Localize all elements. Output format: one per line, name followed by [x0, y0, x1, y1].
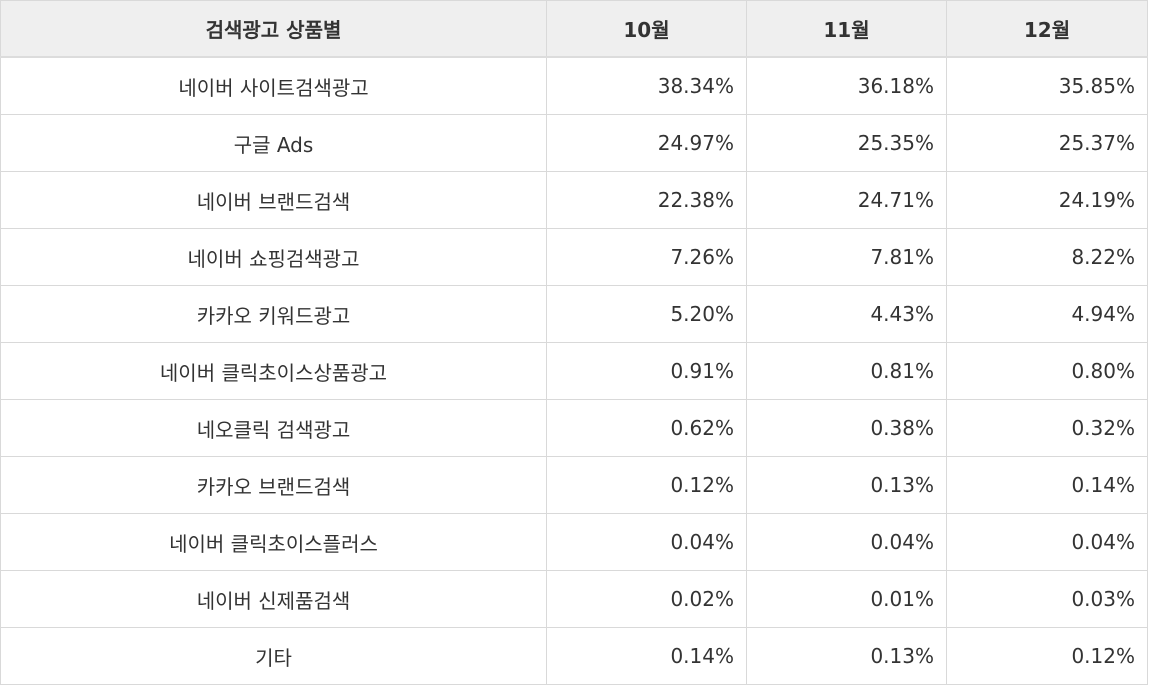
november-value-cell: 0.81%: [746, 342, 947, 400]
table-row: 네이버 브랜드검색 22.38% 24.71% 24.19%: [0, 171, 1148, 229]
product-name-cell: 카카오 브랜드검색: [0, 456, 547, 514]
october-value-cell: 0.14%: [546, 627, 747, 685]
table-header: 검색광고 상품별 10월 11월 12월: [0, 0, 1148, 58]
november-value-cell: 0.01%: [746, 570, 947, 628]
product-name-cell: 네이버 신제품검색: [0, 570, 547, 628]
november-value-cell: 0.13%: [746, 456, 947, 514]
october-value-cell: 38.34%: [546, 56, 747, 115]
product-name-cell: 네이버 사이트검색광고: [0, 56, 547, 115]
december-value-cell: 8.22%: [946, 228, 1148, 286]
december-value-cell: 0.12%: [946, 627, 1148, 685]
december-value-cell: 0.32%: [946, 399, 1148, 457]
december-value-cell: 4.94%: [946, 285, 1148, 343]
product-name-cell: 네오클릭 검색광고: [0, 399, 547, 457]
header-december: 12월: [946, 0, 1148, 58]
product-name-cell: 구글 Ads: [0, 114, 547, 172]
product-name-cell: 네이버 브랜드검색: [0, 171, 547, 229]
product-name-cell: 네이버 클릭초이스플러스: [0, 513, 547, 571]
table-row: 네이버 쇼핑검색광고 7.26% 7.81% 8.22%: [0, 228, 1148, 286]
header-row: 검색광고 상품별 10월 11월 12월: [0, 0, 1148, 58]
november-value-cell: 25.35%: [746, 114, 947, 172]
table-row: 기타 0.14% 0.13% 0.12%: [0, 627, 1148, 685]
header-november: 11월: [746, 0, 947, 58]
product-name-cell: 카카오 키워드광고: [0, 285, 547, 343]
november-value-cell: 0.13%: [746, 627, 947, 685]
product-name-cell: 기타: [0, 627, 547, 685]
october-value-cell: 0.12%: [546, 456, 747, 514]
october-value-cell: 0.91%: [546, 342, 747, 400]
october-value-cell: 24.97%: [546, 114, 747, 172]
november-value-cell: 4.43%: [746, 285, 947, 343]
november-value-cell: 24.71%: [746, 171, 947, 229]
header-product: 검색광고 상품별: [0, 0, 547, 58]
october-value-cell: 0.04%: [546, 513, 747, 571]
november-value-cell: 0.38%: [746, 399, 947, 457]
product-name-cell: 네이버 쇼핑검색광고: [0, 228, 547, 286]
table-body: 네이버 사이트검색광고 38.34% 36.18% 35.85% 구글 Ads …: [0, 56, 1148, 685]
header-october: 10월: [546, 0, 747, 58]
december-value-cell: 24.19%: [946, 171, 1148, 229]
october-value-cell: 7.26%: [546, 228, 747, 286]
november-value-cell: 0.04%: [746, 513, 947, 571]
table-row: 네이버 클릭초이스상품광고 0.91% 0.81% 0.80%: [0, 342, 1148, 400]
table-row: 구글 Ads 24.97% 25.35% 25.37%: [0, 114, 1148, 172]
table-row: 카카오 브랜드검색 0.12% 0.13% 0.14%: [0, 456, 1148, 514]
table-row: 카카오 키워드광고 5.20% 4.43% 4.94%: [0, 285, 1148, 343]
december-value-cell: 0.04%: [946, 513, 1148, 571]
table-row: 네이버 사이트검색광고 38.34% 36.18% 35.85%: [0, 56, 1148, 115]
october-value-cell: 0.62%: [546, 399, 747, 457]
november-value-cell: 36.18%: [746, 56, 947, 115]
october-value-cell: 5.20%: [546, 285, 747, 343]
november-value-cell: 7.81%: [746, 228, 947, 286]
october-value-cell: 0.02%: [546, 570, 747, 628]
december-value-cell: 35.85%: [946, 56, 1148, 115]
october-value-cell: 22.38%: [546, 171, 747, 229]
december-value-cell: 0.14%: [946, 456, 1148, 514]
december-value-cell: 0.03%: [946, 570, 1148, 628]
table-row: 네오클릭 검색광고 0.62% 0.38% 0.32%: [0, 399, 1148, 457]
table-row: 네이버 클릭초이스플러스 0.04% 0.04% 0.04%: [0, 513, 1148, 571]
table-row: 네이버 신제품검색 0.02% 0.01% 0.03%: [0, 570, 1148, 628]
december-value-cell: 0.80%: [946, 342, 1148, 400]
product-name-cell: 네이버 클릭초이스상품광고: [0, 342, 547, 400]
december-value-cell: 25.37%: [946, 114, 1148, 172]
